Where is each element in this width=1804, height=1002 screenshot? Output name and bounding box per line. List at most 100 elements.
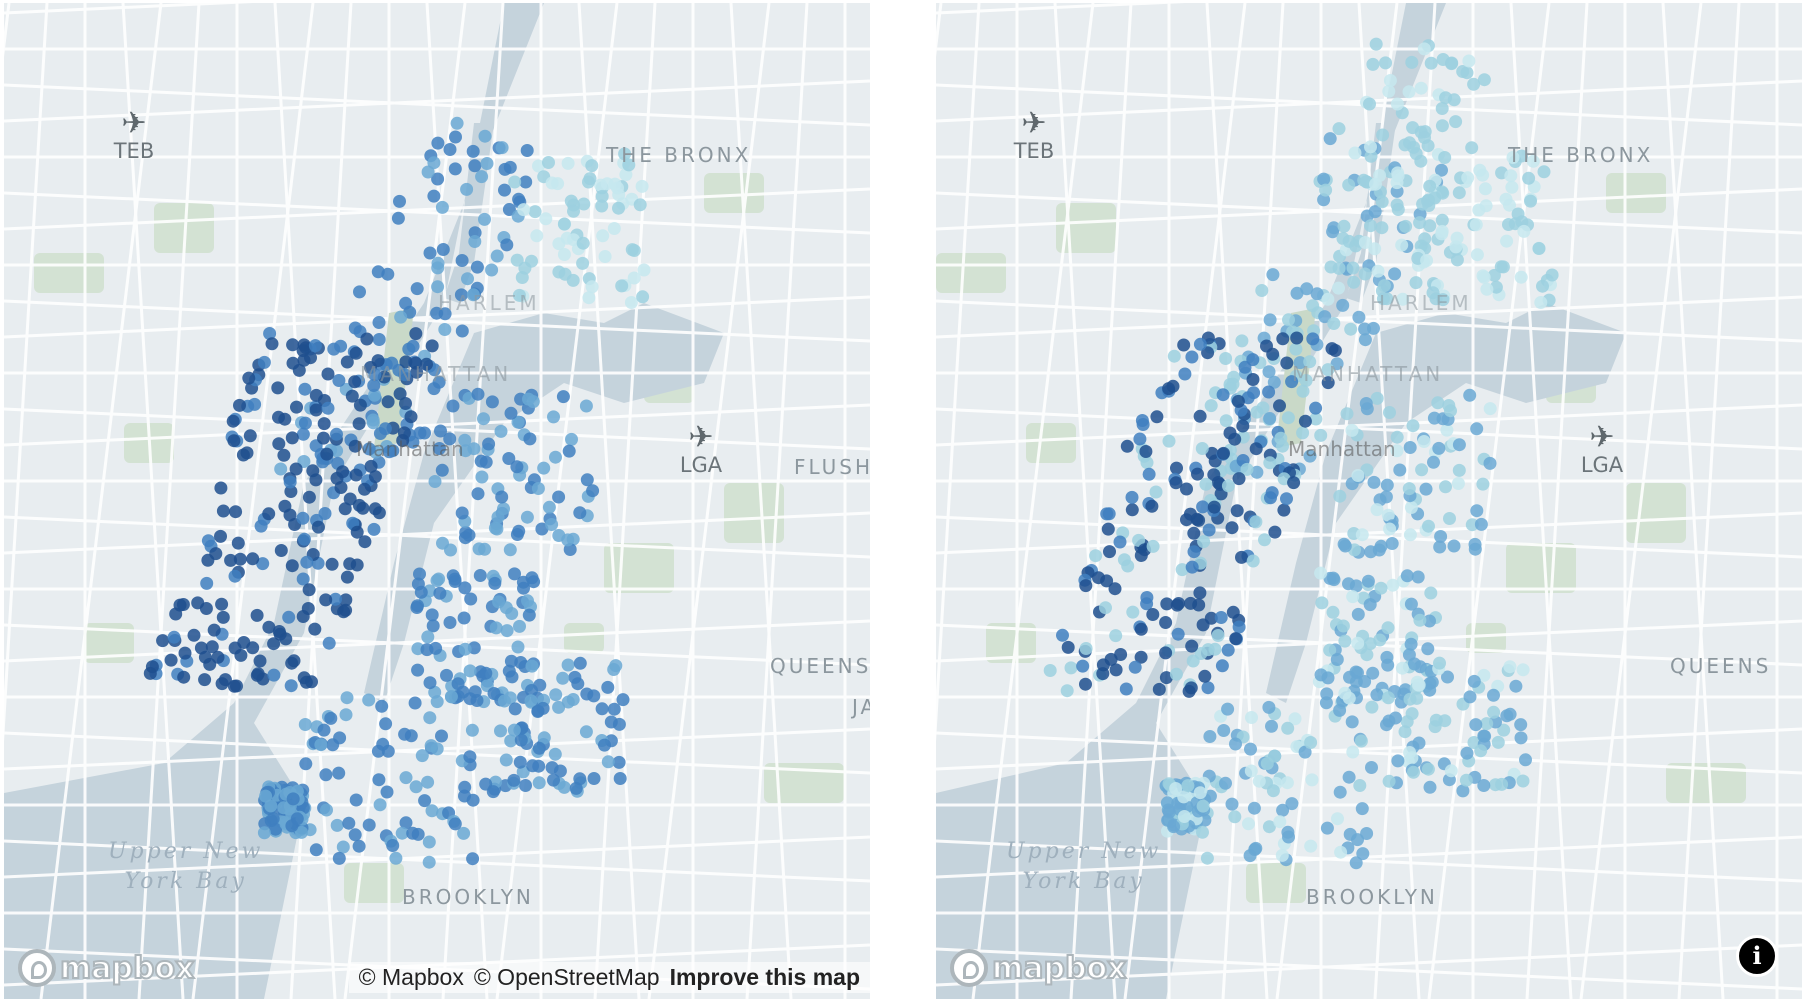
station-dot	[505, 670, 519, 684]
station-dot	[457, 826, 471, 840]
station-dot	[358, 535, 372, 549]
place-label-flushing: FLUSH	[794, 455, 870, 479]
station-dot	[1391, 754, 1405, 768]
station-dot	[1435, 119, 1449, 133]
station-dot	[1281, 411, 1295, 425]
station-dot	[627, 271, 641, 285]
station-dot	[1366, 666, 1380, 680]
station-dot	[1364, 149, 1378, 163]
station-dot	[411, 599, 424, 613]
station-dot	[1113, 535, 1127, 549]
station-dot	[1381, 658, 1395, 672]
station-dot	[477, 412, 490, 426]
mapbox-logo[interactable]: mapbox	[950, 949, 1127, 987]
station-dot	[545, 518, 559, 531]
station-dot	[1536, 279, 1549, 293]
station-dot	[1193, 786, 1207, 800]
station-dot	[459, 444, 473, 458]
station-dot	[1327, 221, 1341, 235]
station-dot	[556, 390, 570, 404]
station-dot	[257, 826, 271, 840]
station-dot	[1196, 618, 1210, 632]
station-dot	[332, 374, 346, 387]
station-dot	[577, 197, 591, 211]
station-dot	[1246, 554, 1260, 568]
station-dot	[1463, 690, 1477, 704]
station-dot	[1185, 560, 1199, 574]
station-dot	[1232, 620, 1246, 634]
station-dot	[214, 481, 228, 495]
station-dot	[1367, 321, 1380, 335]
station-dot	[1242, 817, 1255, 831]
station-dot	[1208, 642, 1222, 656]
station-dot	[1336, 619, 1350, 633]
station-dot	[1411, 570, 1425, 584]
station-dot	[178, 646, 192, 660]
station-dot	[508, 567, 521, 581]
station-dot	[404, 410, 418, 424]
station-dot	[567, 204, 580, 218]
station-dot	[1219, 414, 1233, 428]
station-dot	[1334, 845, 1348, 859]
station-dot	[399, 771, 413, 785]
station-dot	[1345, 423, 1359, 437]
station-dot	[490, 249, 504, 263]
station-dot	[1282, 830, 1295, 844]
station-dot	[395, 826, 409, 840]
station-dot	[1503, 660, 1517, 674]
station-dot	[1207, 468, 1221, 482]
station-dot	[391, 211, 405, 225]
attribution-info-button[interactable]: i	[1736, 935, 1778, 977]
station-dot	[436, 243, 450, 256]
station-dot	[1338, 634, 1352, 648]
station-dot	[1193, 337, 1207, 351]
station-dot	[1079, 677, 1092, 691]
station-dot	[1221, 643, 1235, 657]
station-dot	[1399, 219, 1413, 233]
station-dot	[333, 731, 347, 745]
station-dot	[230, 679, 243, 693]
station-dot	[1169, 782, 1183, 795]
mapbox-logo-icon	[18, 949, 56, 987]
station-dot	[1289, 342, 1303, 356]
station-dot	[466, 288, 480, 302]
station-dot	[1447, 539, 1461, 553]
station-dot	[1336, 298, 1350, 312]
station-dot	[480, 157, 494, 170]
station-dot	[253, 654, 267, 668]
map-right[interactable]: THE BRONX HARLEM MANHATTAN Manhattan QUE…	[936, 3, 1802, 999]
station-dot	[465, 723, 479, 737]
station-dot	[1114, 648, 1128, 661]
station-dot	[1423, 614, 1436, 628]
water-label-upper-bay: Upper New York Bay	[1006, 839, 1162, 894]
station-dot	[286, 338, 300, 352]
station-dot	[1429, 713, 1443, 727]
improve-map-link[interactable]: Improve this map	[669, 964, 860, 990]
station-dot	[352, 417, 366, 431]
station-dot	[423, 246, 437, 260]
station-dot	[1391, 169, 1405, 183]
station-dot	[448, 817, 462, 831]
station-dot	[455, 324, 469, 338]
mapbox-logo[interactable]: mapbox	[18, 949, 195, 987]
station-dot	[1514, 270, 1528, 284]
station-dot	[479, 455, 493, 469]
attribution-mapbox-link[interactable]: © Mapbox	[358, 964, 464, 990]
station-dot	[455, 254, 469, 267]
station-dot	[1249, 841, 1263, 855]
station-dot	[1331, 812, 1344, 826]
station-dot	[409, 780, 423, 794]
station-dot	[399, 355, 413, 369]
station-dot	[362, 818, 376, 832]
map-left[interactable]: THE BRONX HARLEM MANHATTAN Manhattan QUE…	[4, 3, 870, 999]
station-dot	[319, 768, 333, 782]
station-dot	[1480, 282, 1494, 296]
station-dot	[1108, 582, 1122, 596]
station-dot	[200, 576, 214, 590]
station-dot	[413, 567, 426, 581]
station-dot	[1160, 597, 1174, 611]
station-dot	[1407, 765, 1420, 779]
attribution-osm-link[interactable]: © OpenStreetMap	[473, 964, 660, 990]
station-dot	[362, 442, 376, 456]
station-dot	[251, 667, 265, 681]
